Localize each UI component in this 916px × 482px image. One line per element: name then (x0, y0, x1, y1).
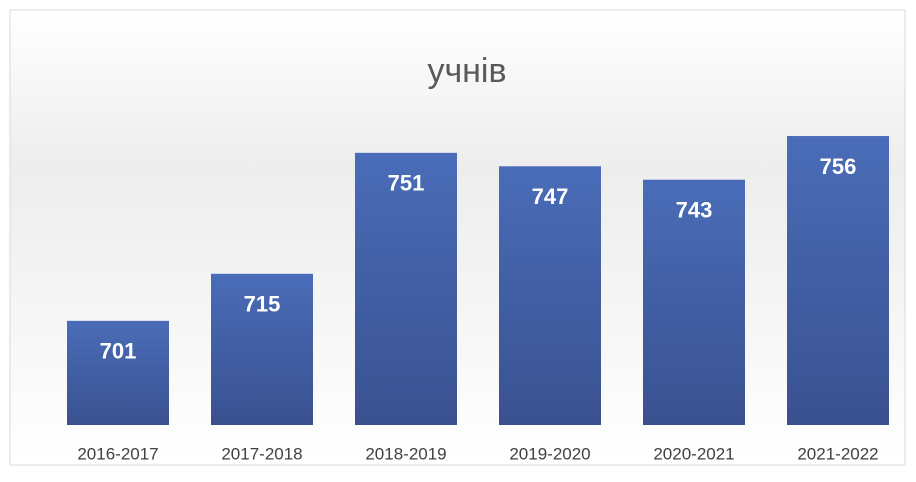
x-tick-label: 2016-2017 (77, 444, 158, 463)
data-label: 756 (820, 154, 857, 179)
bar (67, 320, 169, 425)
x-tick-label: 2020-2021 (653, 444, 734, 463)
data-label: 747 (532, 184, 569, 209)
x-tick-label: 2021-2022 (797, 444, 878, 463)
bar (211, 273, 313, 425)
x-tick-label: 2019-2020 (509, 444, 590, 463)
data-label: 743 (676, 198, 713, 223)
bar (643, 179, 745, 425)
chart-title: учнів (427, 52, 506, 90)
data-label: 715 (244, 292, 281, 317)
data-label: 701 (100, 339, 137, 364)
data-label: 751 (388, 171, 425, 196)
x-tick-label: 2017-2018 (221, 444, 302, 463)
bar (355, 152, 457, 425)
bar (499, 166, 601, 425)
x-tick-label: 2018-2019 (365, 444, 446, 463)
bar (787, 136, 889, 426)
